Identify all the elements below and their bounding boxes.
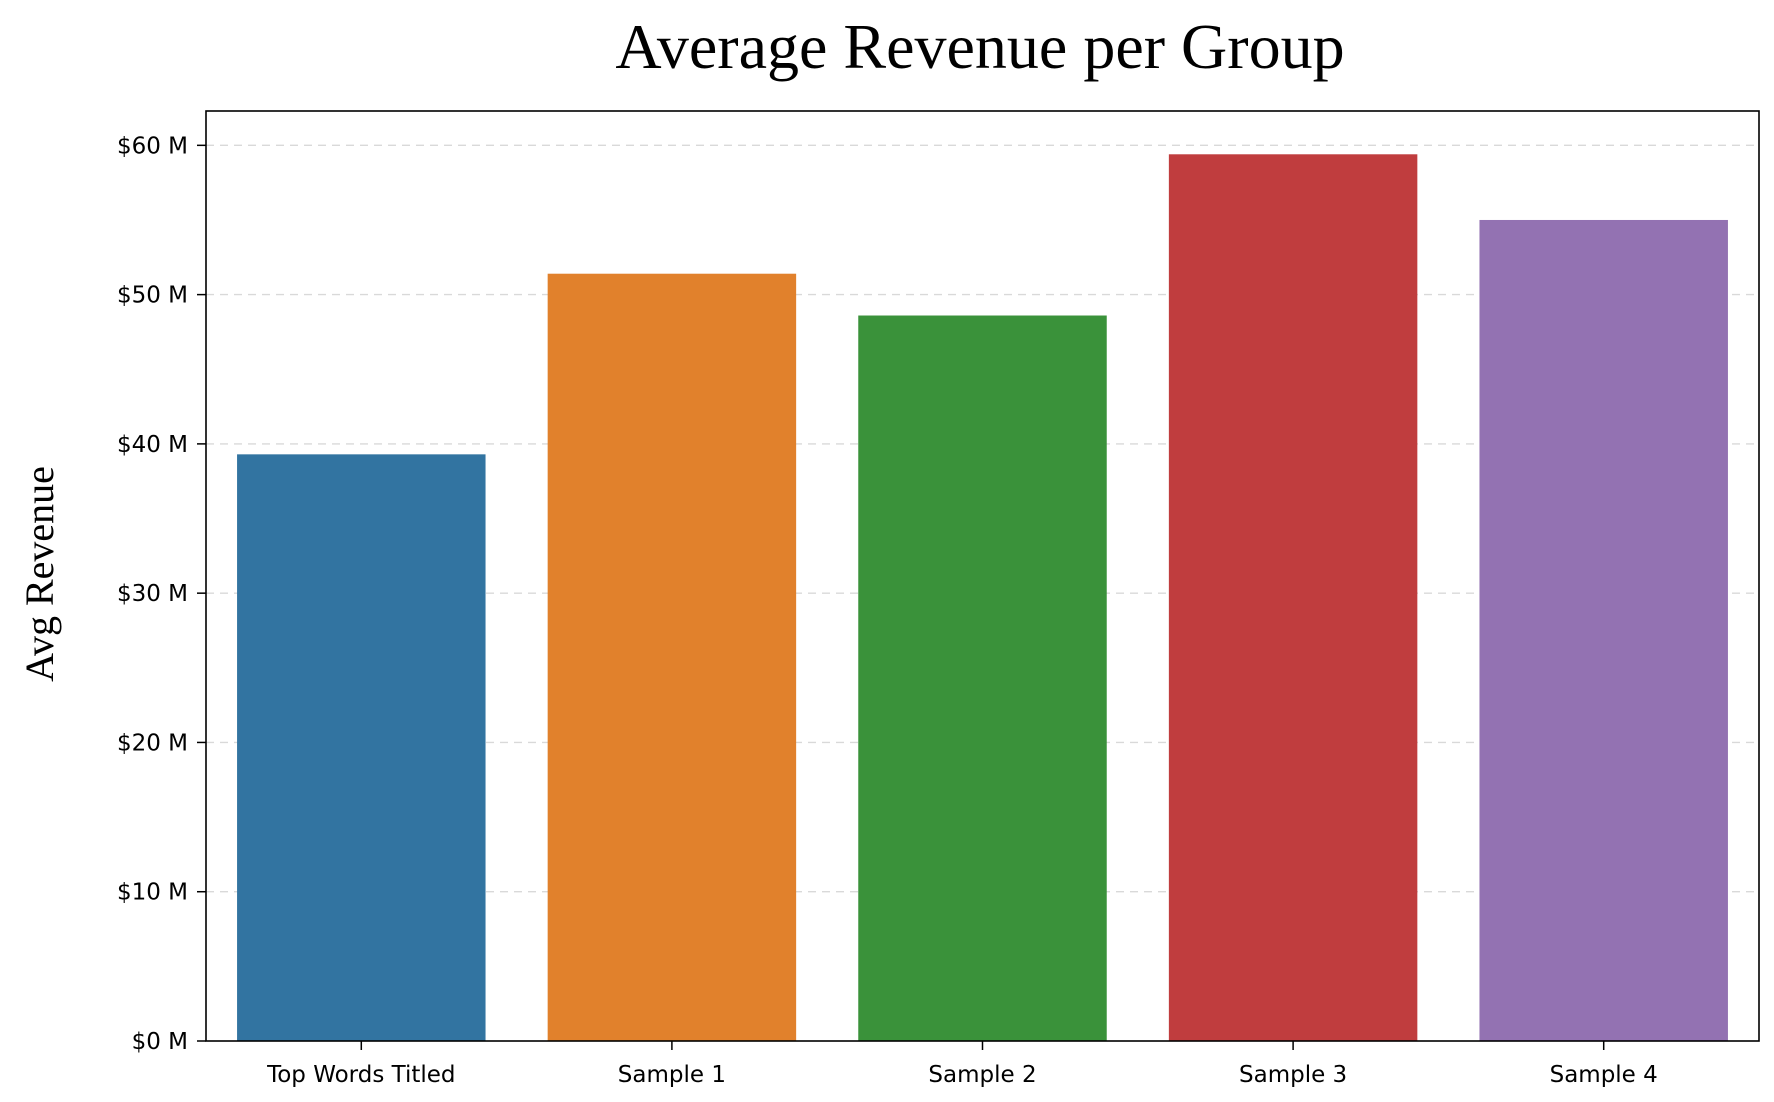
x-tick-label: Sample 1 <box>618 1062 726 1088</box>
bar <box>547 273 797 1042</box>
bar <box>1168 154 1418 1041</box>
x-tick-label: Sample 3 <box>1239 1062 1347 1088</box>
x-tick-label: Top Words Titled <box>266 1062 455 1088</box>
y-tick-label: $0 M <box>132 1029 188 1055</box>
x-tick-label: Sample 2 <box>928 1062 1036 1088</box>
y-tick-label: $50 M <box>117 283 188 309</box>
y-tick-label: $20 M <box>117 730 188 756</box>
chart-title: Average Revenue per Group <box>615 11 1344 82</box>
bar <box>1479 219 1728 1041</box>
y-axis-label: Avg Revenue <box>17 466 62 682</box>
y-axis-ticks: $0 M $10 M $20 M $30 M $40 M $50 M $60 M <box>117 133 206 1055</box>
bar <box>858 315 1107 1041</box>
x-tick-label: Sample 4 <box>1550 1062 1658 1088</box>
y-tick-label: $40 M <box>117 432 188 458</box>
bar <box>237 454 486 1041</box>
x-axis-ticks: Top Words Titled Sample 1 Sample 2 Sample 3… <box>266 1041 1658 1088</box>
bars <box>237 154 1728 1042</box>
y-tick-label: $10 M <box>117 880 188 906</box>
y-tick-label: $60 M <box>117 133 188 159</box>
y-tick-label: $30 M <box>117 581 188 607</box>
